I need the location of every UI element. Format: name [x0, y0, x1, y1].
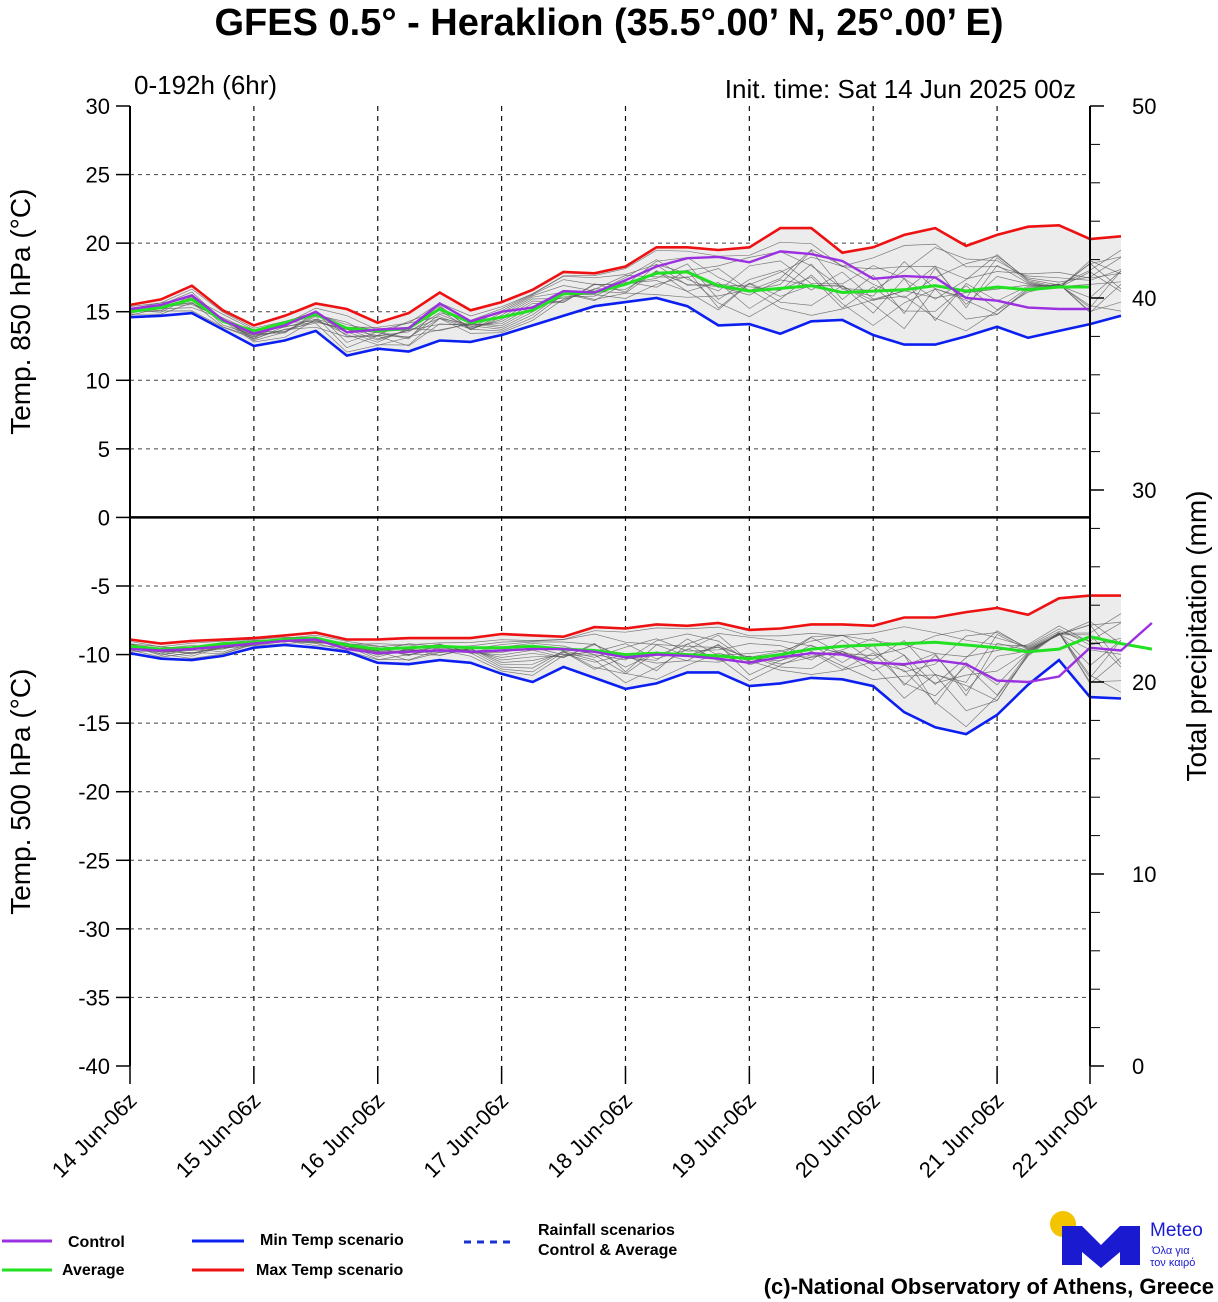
right-tick-label: 20: [1132, 670, 1156, 695]
x-tick-label: 17 Jun-06z: [418, 1088, 513, 1183]
x-tick-label: 16 Jun-06z: [295, 1088, 390, 1183]
meteo-mark-icon: [1062, 1226, 1140, 1268]
t850-control-line: [129, 250, 1090, 335]
left-tick-label: -15: [78, 711, 110, 736]
right-tick-label: 10: [1132, 862, 1156, 887]
x-tick-label: 18 Jun-06z: [542, 1088, 637, 1183]
logo-tagline-1: Όλα για: [1152, 1245, 1190, 1257]
right-tick-label: 0: [1132, 1054, 1144, 1079]
t850-member-line: [129, 274, 1122, 346]
t500-average-line: [129, 635, 1153, 661]
t500-control-line: [129, 622, 1153, 684]
right-tick-label: 40: [1132, 286, 1156, 311]
left-tick-label: -35: [78, 985, 110, 1010]
t850-member-line: [129, 269, 1122, 343]
legend-rain-1: Rainfall scenarios: [538, 1222, 675, 1239]
left-tick-label: 30: [86, 94, 110, 119]
left-tick-label: -10: [78, 643, 110, 668]
left-tick-label: 5: [98, 437, 110, 462]
ylabel-precip: Total precipitation (mm): [1181, 491, 1212, 782]
x-tick-label: 15 Jun-06z: [171, 1088, 266, 1183]
left-tick-label: -40: [78, 1054, 110, 1079]
right-tick-label: 50: [1132, 94, 1156, 119]
legend-control: Control: [68, 1234, 125, 1251]
x-tick-label: 19 Jun-06z: [666, 1088, 761, 1183]
left-tick-label: -30: [78, 917, 110, 942]
right-tick-label: 30: [1132, 478, 1156, 503]
meteo-logo: [1050, 1211, 1140, 1268]
chart-title: GFES 0.5° - Heraklion (35.5°.00’ N, 25°.…: [214, 2, 1004, 44]
x-tick-label: 21 Jun-06z: [914, 1088, 1009, 1183]
grid-lines: [130, 106, 1090, 1066]
t850-member-line: [129, 250, 1122, 340]
range-label: 0-192h (6hr): [134, 70, 278, 100]
left-tick-label: 0: [98, 505, 110, 530]
legend-min: Min Temp scenario: [260, 1232, 404, 1249]
axes: [116, 105, 1104, 1084]
left-tick-label: -25: [78, 848, 110, 873]
init-time-label: Init. time: Sat 14 Jun 2025 00z: [724, 74, 1076, 104]
logo-name: Meteo: [1150, 1220, 1203, 1241]
t500-min-line: [129, 643, 1122, 736]
legend-rain-2: Control & Average: [538, 1242, 678, 1259]
series-lines: [129, 223, 1153, 736]
ylabel-850: Temp. 850 hPa (°C): [5, 189, 36, 435]
left-tick-label: 10: [86, 368, 110, 393]
t500-max-line: [129, 594, 1121, 645]
left-tick-label: -5: [90, 574, 110, 599]
x-tick-label: 22 Jun-00z: [1007, 1088, 1102, 1183]
left-tick-label: 25: [86, 163, 110, 188]
t850-average-line: [129, 270, 1090, 333]
t500-member-line: [129, 632, 1122, 712]
left-tick-label: 20: [86, 231, 110, 256]
legend-average: Average: [62, 1262, 125, 1279]
legend-max: Max Temp scenario: [256, 1262, 404, 1279]
t500-spread-area: [130, 595, 1121, 735]
t850-member-line: [129, 270, 1122, 347]
left-tick-label: 15: [86, 300, 110, 325]
t850-min-line: [129, 296, 1122, 358]
left-tick-label: -20: [78, 780, 110, 805]
copyright-footer: (c)-National Observatory of Athens, Gree…: [763, 1274, 1214, 1299]
x-tick-label: 14 Jun-06z: [47, 1088, 142, 1183]
t850-max-line: [129, 223, 1122, 327]
ylabel-500: Temp. 500 hPa (°C): [5, 669, 36, 915]
x-tick-label: 20 Jun-06z: [790, 1088, 885, 1183]
logo-tagline-2: τον καιρό: [1150, 1257, 1196, 1269]
legend-swatches: [2, 1239, 516, 1272]
